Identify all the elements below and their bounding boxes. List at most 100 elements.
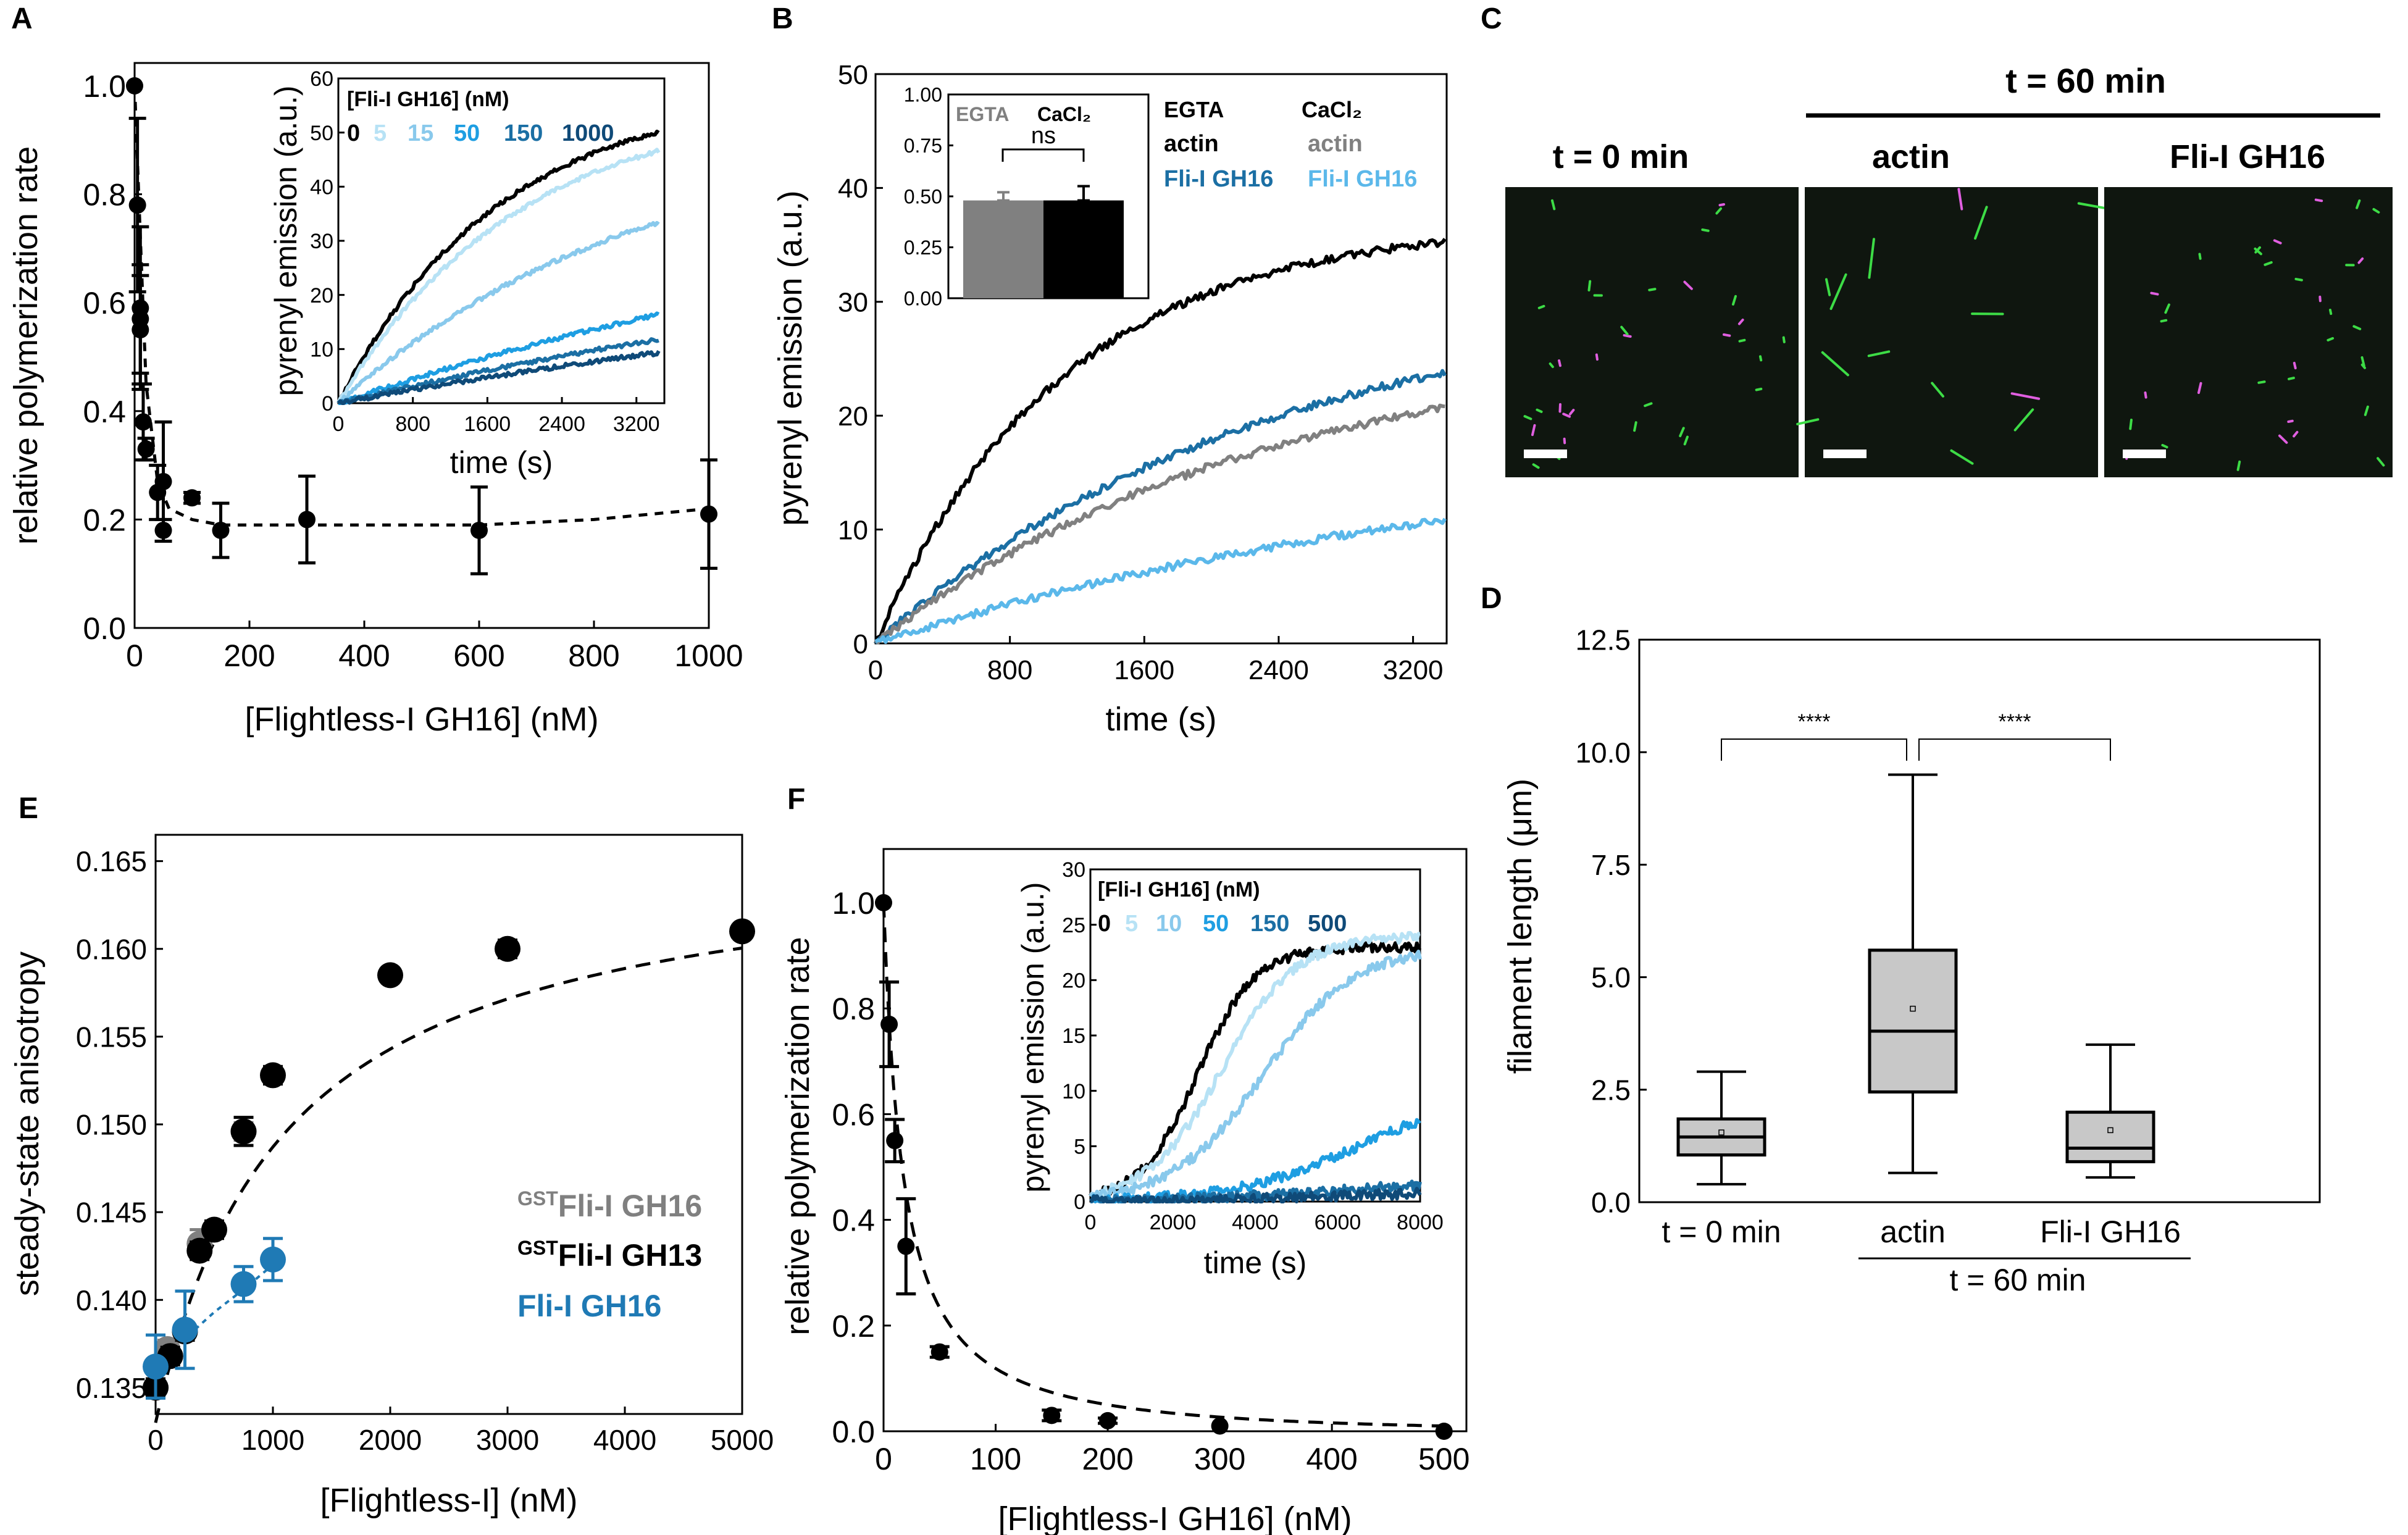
panel-f-data-point <box>886 1132 904 1150</box>
filament-streak <box>1523 415 1532 420</box>
filament-streak <box>2273 239 2282 245</box>
panel-e-data-point <box>230 1271 257 1297</box>
filament-streak <box>1867 350 1891 358</box>
panel-e-xtick-label: 0 <box>148 1424 164 1456</box>
panel-d-plot-frame <box>1638 638 2321 1203</box>
panel-a-xtick-label: 600 <box>453 638 504 673</box>
panel-f-fit-curve <box>882 902 1455 1428</box>
panel-a-data-point <box>154 521 172 539</box>
panel-d-box <box>1868 948 1958 1094</box>
panel-b-x-axis-label: time (s) <box>1106 701 1217 738</box>
panel-e-data-point <box>172 1316 198 1343</box>
filament-streak <box>1758 355 1763 362</box>
panel-a-chart: 0 200 400 600 800 10000.00.20.40.60.81.0[Flig… <box>7 62 743 738</box>
panel-d-ytick-label: 7.5 <box>1591 849 1631 881</box>
filament-streak <box>1679 427 1685 438</box>
panel-a-inset-legend-title: [Fli-I GH16] (nM) <box>347 88 509 111</box>
panel-f-inset-series-line <box>1089 950 1422 1200</box>
panel-f-xtick-label: 500 <box>1418 1442 1469 1476</box>
panel-e-ytick-label: 0.145 <box>76 1197 147 1229</box>
panel-b-inset-category-label: EGTA <box>956 103 1010 125</box>
filament-streak <box>1683 280 1693 290</box>
panel-f-ytick-label: 0.4 <box>832 1203 875 1238</box>
panel-e-chart: 0 1000 2000 3000 4000 5000 0.135 0.140 0.145 0.15… <box>9 834 774 1519</box>
panel-a-inset-ytick-label: 50 <box>310 122 333 145</box>
panel-a-inset-xtick-label: 3200 <box>613 412 660 436</box>
panel-e-legend-item: Fli-I GH16 <box>517 1289 661 1323</box>
panel-e-data-point <box>230 1118 257 1145</box>
panel-b-inset-ytick-label: 0.00 <box>904 288 942 310</box>
panel-b-ytick-label: 50 <box>838 60 868 90</box>
panel-a-inset-legend-item: 1000 <box>562 120 614 146</box>
panel-f-inset-series-line <box>1089 940 1422 1201</box>
filament-streak <box>1558 359 1561 367</box>
panel-e-ytick-label: 0.140 <box>76 1284 147 1316</box>
panel-a-x-axis-label: [Flightless-I GH16] (nM) <box>245 701 598 738</box>
panel-e-data-point <box>201 1216 227 1243</box>
filament-streak <box>2356 199 2361 209</box>
panel-b-series-line <box>874 369 1447 645</box>
panel-e-legend-text: Fli-I GH16 <box>558 1189 702 1223</box>
panel-a-xtick-label: 200 <box>224 638 275 673</box>
filament-streak <box>2236 460 2241 471</box>
micrograph-panel <box>2104 187 2393 477</box>
filament-streak <box>1531 424 1536 437</box>
filament-streak <box>1620 325 1629 336</box>
panel-label-b: B <box>772 2 793 35</box>
panel-b-xtick-label: 3200 <box>1383 655 1444 685</box>
filament-streak <box>1950 449 1974 465</box>
panel-e-y-axis-label: steady-state anisotropy <box>9 952 46 1296</box>
panel-f-x-axis-label: [Flightless-I GH16] (nM) <box>998 1500 1352 1535</box>
filament-streak <box>1974 206 1988 240</box>
panel-e-x-axis-label: [Flightless-I] (nM) <box>320 1482 577 1519</box>
panel-d-mean-marker <box>2107 1127 2113 1134</box>
panel-e-fit-curve <box>154 946 743 1423</box>
filament-streak <box>1587 280 1592 291</box>
panel-b-inset-ytick-label: 1.00 <box>904 84 942 106</box>
panel-a-ytick-label: 0.6 <box>83 286 126 320</box>
panel-label-c: C <box>1481 2 1502 35</box>
panel-e-data-point <box>729 918 755 945</box>
panel-e-data-point <box>377 962 403 989</box>
panel-b-legend-item: Fli-I GH16 <box>1164 166 1273 192</box>
panel-d-significance-stars: **** <box>1798 710 1831 734</box>
panel-d-category-label: actin <box>1880 1215 1946 1249</box>
filament-streak <box>2372 207 2380 214</box>
panel-f-inset-legend-item: 150 <box>1250 911 1289 937</box>
panel-b-xtick-label: 800 <box>987 655 1032 685</box>
panel-f-plot-frame <box>882 848 1468 1433</box>
panel-b-legend-item: actin <box>1308 131 1363 157</box>
filament-streak <box>2198 253 2202 260</box>
filament-streak <box>2328 308 2333 316</box>
panel-b-chart: 0 800 1600 2400 3200 0 10 20 30 40 50 time (s) pyren… <box>772 60 1448 738</box>
panel-f-data-point <box>1099 1412 1117 1429</box>
panel-f-inset-ytick-label: 20 <box>1062 969 1085 993</box>
scale-bar <box>2123 450 2166 458</box>
panel-a-inset-series-line <box>337 148 661 404</box>
panel-a-inset-legend-item: 15 <box>408 120 433 146</box>
panel-b-legend-header: CaCl₂ <box>1302 97 1362 122</box>
panel-label-e: E <box>19 792 38 825</box>
panel-d-ytick-label: 5.0 <box>1591 961 1631 993</box>
panel-f-inset-legend-item: 50 <box>1203 911 1229 937</box>
panel-e-ytick-label: 0.160 <box>76 933 147 965</box>
panel-label-d: D <box>1481 582 1502 615</box>
panel-f-inset-legend-item: 0 <box>1098 911 1111 937</box>
panel-b-ytick-label: 20 <box>838 401 868 432</box>
panel-a-inset-xtick-label: 800 <box>395 412 430 436</box>
panel-b-inset-bar <box>1043 200 1124 298</box>
panel-e-xtick-label: 2000 <box>359 1424 422 1456</box>
panel-a-inset-ytick-label: 10 <box>310 338 333 362</box>
panel-f-xtick-label: 100 <box>970 1442 1021 1476</box>
filament-streak <box>1718 203 1725 207</box>
panel-b-legend-item: Fli-I GH16 <box>1308 166 1417 192</box>
panel-f-y-axis-label: relative polymerization rate <box>779 937 816 1335</box>
scale-bar <box>1524 450 1567 458</box>
panel-a-inset-ytick-label: 40 <box>310 176 333 199</box>
filament-streak <box>1796 418 1820 425</box>
panel-d-category-label: t = 0 min <box>1662 1215 1781 1249</box>
panel-b-xtick-label: 1600 <box>1114 655 1174 685</box>
filament-streak <box>2161 443 2168 449</box>
filament-streak <box>1731 295 1737 306</box>
